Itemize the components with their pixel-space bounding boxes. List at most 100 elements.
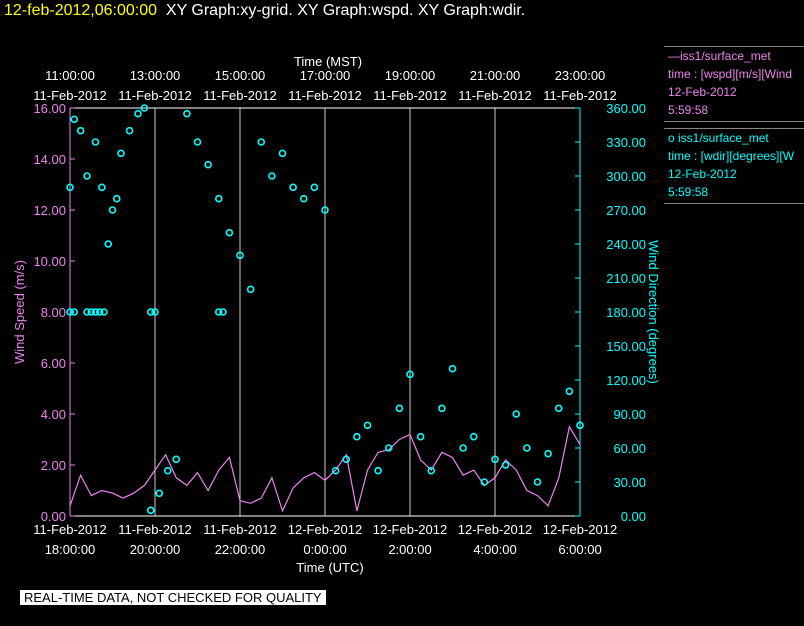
y-left-tick-label: 12.00 <box>33 203 66 218</box>
wdir-point <box>66 308 74 316</box>
wdir-point <box>384 444 393 452</box>
x-tick-label-date: 11-Feb-2012 <box>118 522 191 537</box>
y-left-tick-label: 14.00 <box>33 152 66 167</box>
y-right-tick-label: 360.00 <box>606 101 646 116</box>
wdir-point <box>363 421 372 430</box>
wdir-point <box>214 194 223 203</box>
wdir-point <box>310 183 319 192</box>
x-tick-label-time: 6:00:00 <box>558 542 601 557</box>
wdir-point <box>395 404 404 413</box>
wdir-point <box>236 251 244 260</box>
wdir-point <box>374 466 382 475</box>
wdir-point <box>576 421 584 430</box>
x-tick-label-time: 0:00:00 <box>303 542 346 557</box>
wspd-series-line <box>69 425 581 513</box>
legend: —iss1/surface_met time : [wspd][m/s][Win… <box>664 46 804 210</box>
wdir-point <box>438 404 446 413</box>
y-left-tick-label: 8.00 <box>41 305 66 320</box>
x-tick-label-time: 22:00:00 <box>215 542 266 557</box>
wdir-point <box>278 149 287 158</box>
top-tick-label-date: 11-Feb-2012 <box>543 88 616 103</box>
wdir-point <box>523 444 531 452</box>
wdir-point <box>104 240 113 248</box>
wdir-point <box>172 455 181 464</box>
y-left-tick-label: 6.00 <box>41 356 66 371</box>
wdir-point <box>76 126 85 135</box>
y-left-tick-label: 4.00 <box>41 407 66 422</box>
y-left-axis-title: Wind Speed (m/s) <box>12 260 27 364</box>
wdir-point <box>406 370 414 379</box>
wdir-point <box>146 506 155 515</box>
wdir-point <box>163 466 172 475</box>
wdir-point <box>427 466 436 475</box>
y-right-tick-label: 120.00 <box>606 373 646 388</box>
y-right-tick-label: 0.00 <box>621 509 646 524</box>
wdir-point <box>66 183 74 192</box>
top-tick-label-time: 21:00:00 <box>470 68 521 83</box>
wdir-point <box>299 194 308 203</box>
legend-wspd-date: 12-Feb-2012 <box>668 85 737 99</box>
y-right-tick-label: 270.00 <box>606 203 646 218</box>
wdir-point <box>459 444 467 452</box>
wdir-point <box>204 160 212 169</box>
legend-wspd-name: —iss1/surface_met <box>668 49 771 63</box>
gridlines <box>69 107 581 517</box>
y-left-tick-label: 0.00 <box>41 509 66 524</box>
legend-wdir-var: time : [wdir][degrees][W <box>668 149 795 163</box>
wdir-point <box>214 308 223 316</box>
chart-header: 12-feb-2012,06:00:00 XY Graph:xy-grid. X… <box>4 2 525 20</box>
y-left-tick-label: 10.00 <box>33 254 66 269</box>
wdir-point <box>91 308 100 316</box>
graph-list-label: XY Graph:xy-grid. XY Graph:wspd. XY Grap… <box>165 2 526 19</box>
wdir-point <box>246 285 255 294</box>
wdir-point <box>480 478 489 486</box>
wdir-point <box>151 308 159 316</box>
wdir-point <box>91 138 100 146</box>
quality-disclaimer: REAL-TIME DATA, NOT CHECKED FOR QUALITY <box>20 590 326 605</box>
wdir-point <box>533 478 542 486</box>
wdir-point <box>112 194 121 203</box>
top-tick-label-date: 11-Feb-2012 <box>288 88 361 103</box>
top-tick-label-time: 13:00:00 <box>130 68 181 83</box>
wdir-point <box>193 138 202 146</box>
wdir-point <box>70 308 79 316</box>
wdir-point <box>146 308 155 316</box>
x-tick-label-time: 4:00:00 <box>473 542 516 557</box>
axis-ticks: 11-Feb-2012 18:00:00 11:00:00 11-Feb-2012 11… <box>33 68 646 557</box>
wdir-point <box>268 172 276 180</box>
x-tick-label-date: 11-Feb-2012 <box>33 522 106 537</box>
top-tick-label-date: 11-Feb-2012 <box>118 88 191 103</box>
timestamp-label: 12-feb-2012,06:00:00 <box>4 2 158 19</box>
top-tick-label-date: 11-Feb-2012 <box>203 88 276 103</box>
wdir-point <box>70 115 79 124</box>
legend-wdir-date: 12-Feb-2012 <box>668 167 737 181</box>
wdir-point <box>565 387 574 396</box>
wdir-point <box>117 149 125 158</box>
wdir-point <box>183 109 191 118</box>
wdir-point <box>98 183 106 192</box>
y-right-tick-label: 90.00 <box>613 407 646 422</box>
y-right-tick-label: 300.00 <box>606 169 646 184</box>
wdir-point <box>87 308 96 316</box>
y-right-tick-label: 180.00 <box>606 305 646 320</box>
top-tick-label-time: 17:00:00 <box>300 68 351 83</box>
y-left-tick-label: 16.00 <box>33 101 66 116</box>
y-left-tick-label: 2.00 <box>41 458 66 473</box>
legend-wdir-time: 5:59:58 <box>668 185 709 199</box>
x-tick-label-time: 18:00:00 <box>45 542 96 557</box>
wdir-point <box>100 308 108 316</box>
wdir-point <box>225 228 234 237</box>
wdir-point <box>83 308 91 316</box>
wdir-point <box>331 466 340 475</box>
wdir-point <box>289 183 297 192</box>
wdir-point <box>83 172 91 180</box>
y-right-tick-label: 330.00 <box>606 135 646 150</box>
top-tick-label-time: 19:00:00 <box>385 68 436 83</box>
x-axis-title: Time (UTC) <box>296 560 363 575</box>
wdir-point <box>353 432 361 441</box>
wdir-point <box>342 455 351 464</box>
wdir-point <box>219 308 227 316</box>
top-tick-label-time: 23:00:00 <box>555 68 606 83</box>
y-right-tick-label: 150.00 <box>606 339 646 354</box>
